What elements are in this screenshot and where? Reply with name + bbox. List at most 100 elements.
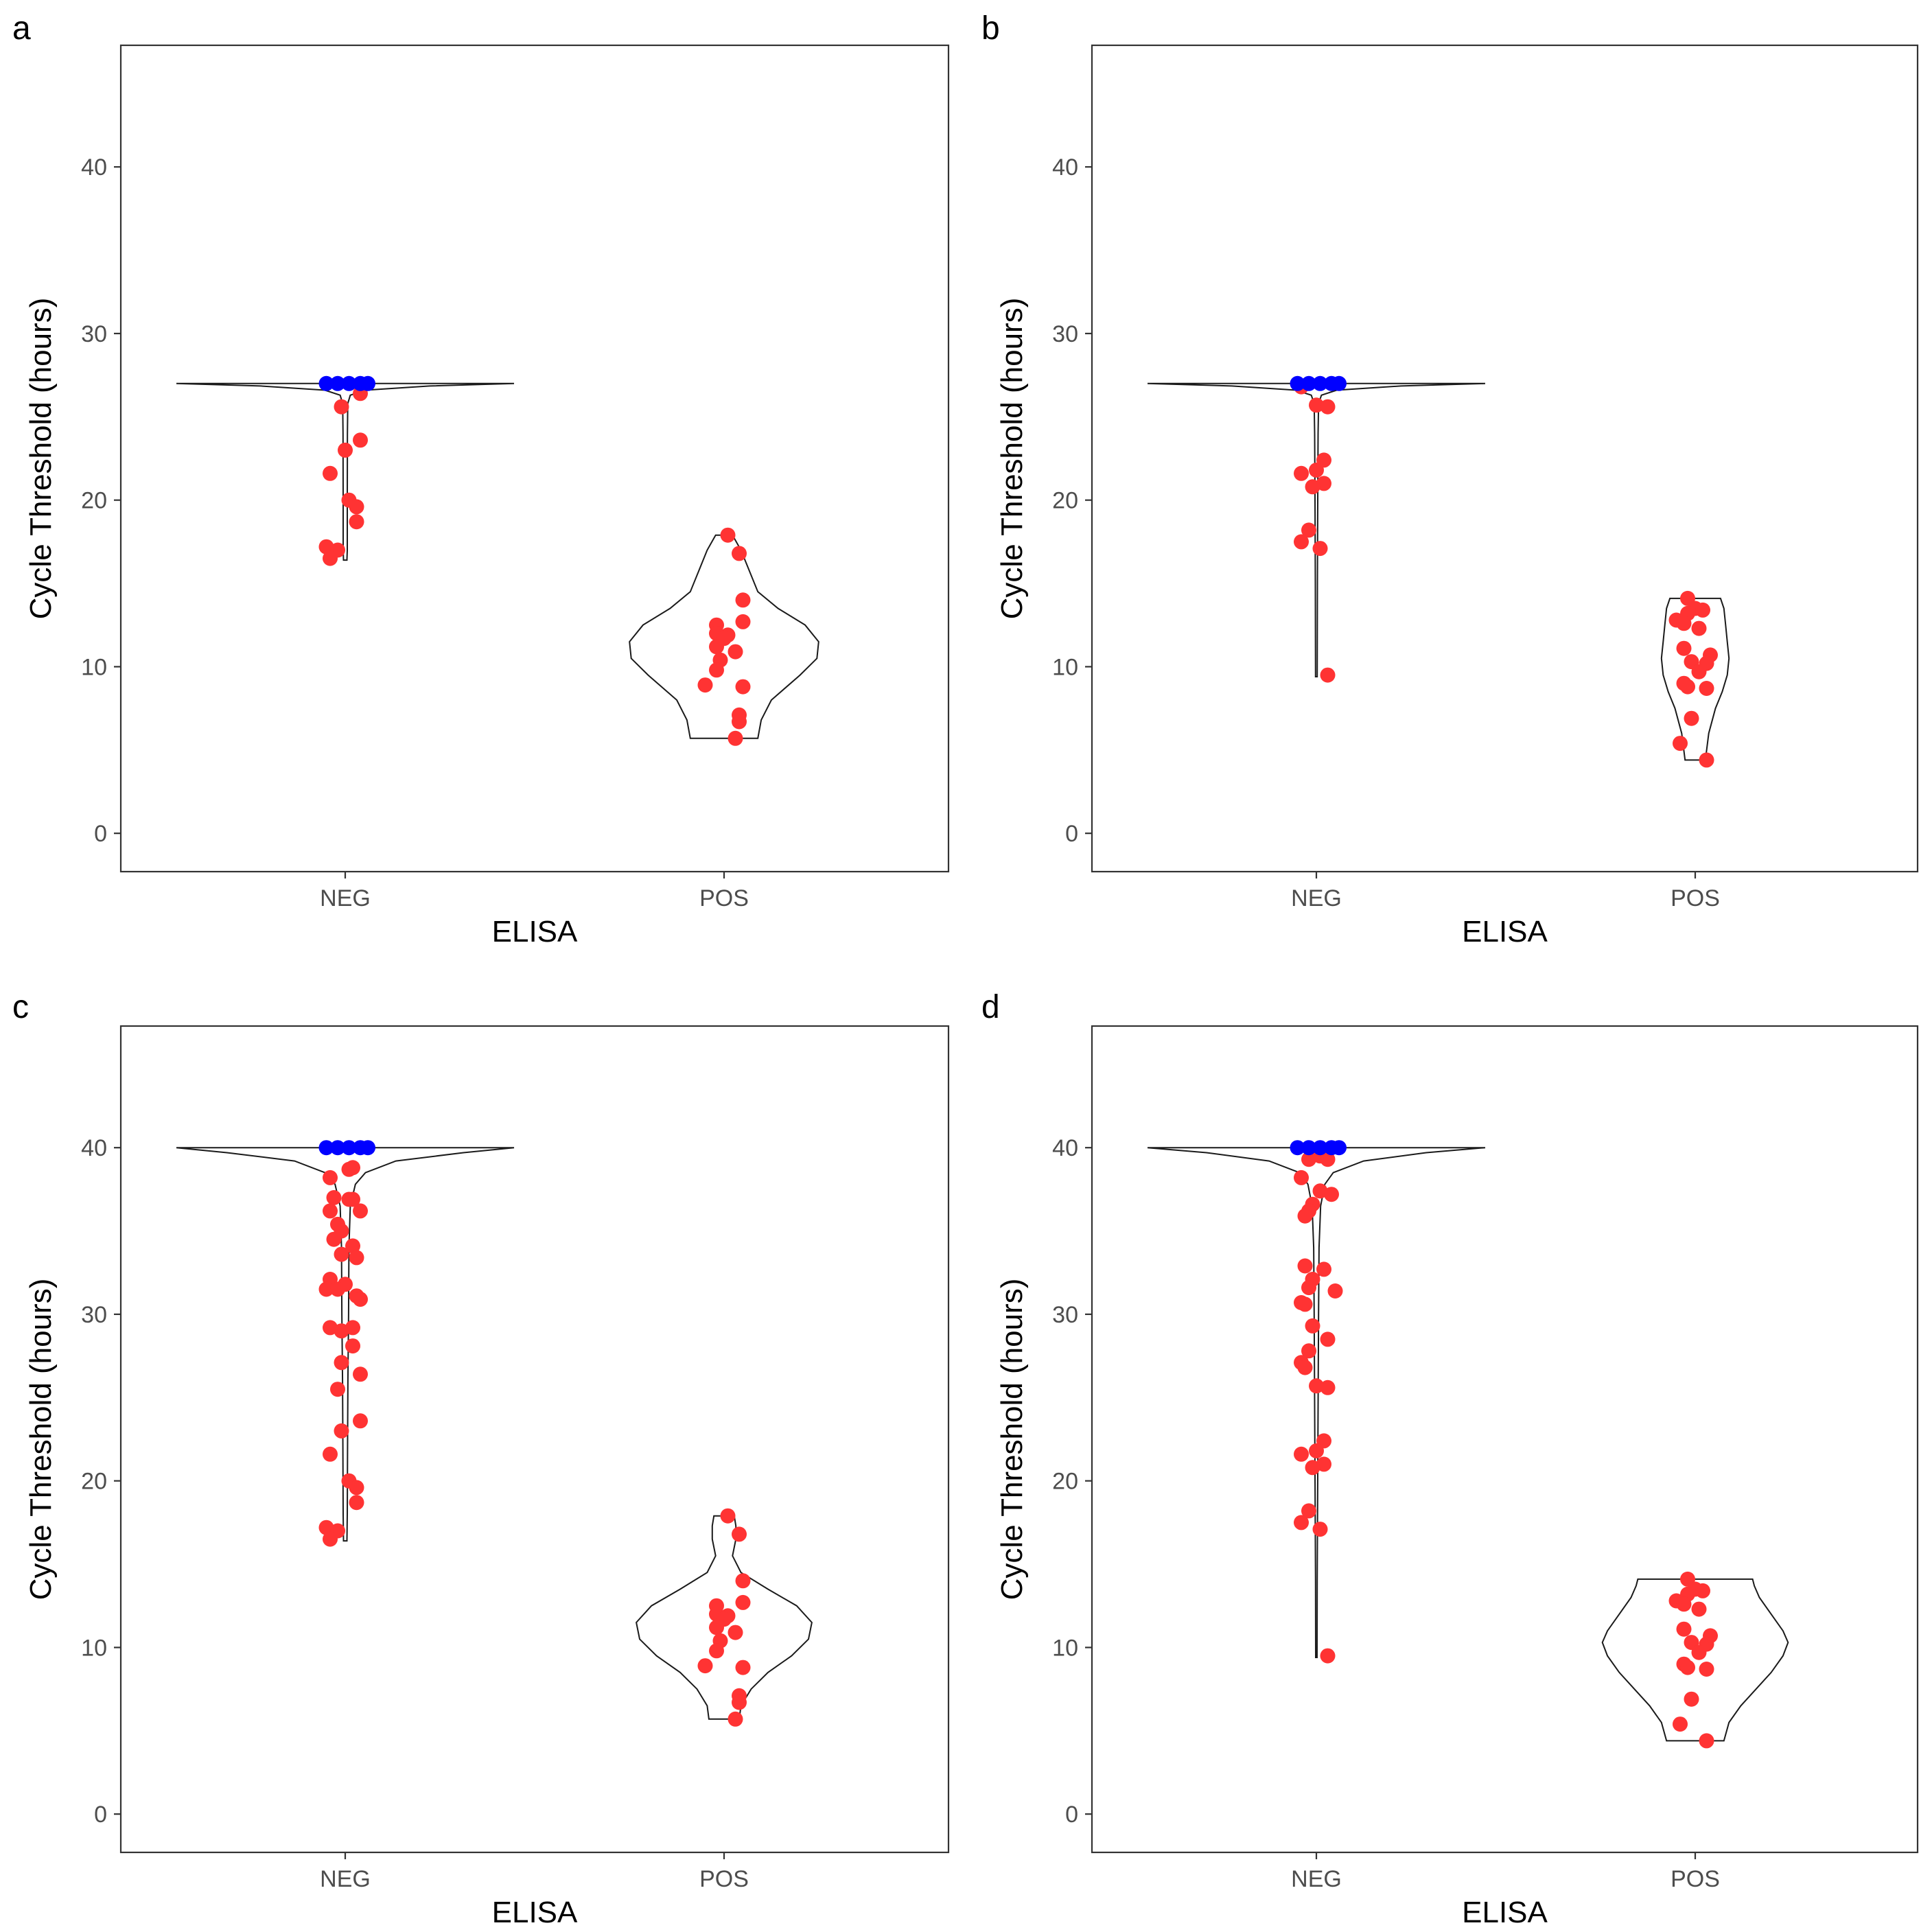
y-axis-title: Cycle Threshold (hours) bbox=[995, 298, 1029, 620]
data-point-neg bbox=[360, 375, 375, 391]
data-point-neg bbox=[341, 1161, 357, 1177]
data-point-neg bbox=[349, 1250, 364, 1266]
plot-frame bbox=[119, 44, 950, 873]
data-point-neg bbox=[353, 432, 368, 448]
y-tick-label: 10 bbox=[81, 654, 107, 680]
y-tick-label: 20 bbox=[1052, 1469, 1078, 1495]
violin-pos bbox=[629, 534, 819, 739]
data-point-neg bbox=[1312, 375, 1328, 391]
data-point-neg bbox=[1309, 1378, 1324, 1394]
data-point-neg bbox=[323, 1446, 338, 1462]
x-tick-label-pos: POS bbox=[1671, 1866, 1720, 1892]
x-tick-label-neg: NEG bbox=[1291, 1866, 1342, 1892]
x-tick-label-neg: NEG bbox=[1291, 885, 1342, 911]
data-point-neg bbox=[330, 1281, 345, 1297]
data-point-neg bbox=[318, 375, 334, 391]
data-point-neg bbox=[323, 1169, 338, 1185]
violin-pos bbox=[1660, 597, 1730, 761]
data-point-neg bbox=[1305, 479, 1320, 495]
panel-label-b: b bbox=[981, 10, 1000, 47]
panel-c: 0 10 20 30 40 NEG POS ELISA Cycle Threshold (hou… bbox=[24, 1025, 950, 1929]
data-point-neg bbox=[1327, 1283, 1343, 1299]
data-point-pos bbox=[735, 679, 751, 695]
y-tick-label: 0 bbox=[1065, 1802, 1078, 1828]
data-point-neg bbox=[323, 1320, 338, 1336]
data-point-neg bbox=[326, 1231, 342, 1247]
data-point-pos bbox=[1673, 736, 1688, 752]
data-point-neg bbox=[1290, 375, 1305, 391]
x-tick-label-neg: NEG bbox=[320, 1866, 371, 1892]
data-point-neg bbox=[1301, 1280, 1316, 1296]
data-point-pos bbox=[1676, 640, 1692, 656]
data-point-pos bbox=[1691, 664, 1707, 679]
data-point-neg bbox=[341, 375, 357, 391]
y-tick-label: 20 bbox=[1052, 488, 1078, 514]
data-point-pos bbox=[709, 662, 724, 678]
panel-b: 0 10 20 30 40 NEG POS ELISA Cycle Threshold (hou… bbox=[995, 44, 1919, 948]
data-point-neg bbox=[1324, 1187, 1339, 1202]
data-point-neg bbox=[1309, 1443, 1324, 1458]
data-point-neg bbox=[341, 1140, 357, 1156]
data-point-neg bbox=[1301, 375, 1316, 391]
data-point-pos bbox=[735, 1660, 751, 1675]
data-point-neg bbox=[1294, 534, 1309, 550]
data-point-pos bbox=[1673, 1716, 1688, 1732]
data-point-pos bbox=[1695, 1583, 1710, 1598]
x-axis-title: ELISA bbox=[1462, 915, 1548, 948]
y-tick-label: 30 bbox=[81, 1302, 107, 1328]
data-point-neg bbox=[1316, 1261, 1331, 1277]
data-point-pos bbox=[1691, 1601, 1707, 1617]
data-point-neg bbox=[334, 1323, 349, 1339]
data-point-pos bbox=[735, 1594, 751, 1610]
data-point-neg bbox=[1309, 397, 1324, 413]
panel-a: 0 10 20 30 40 NEG POS ELISA Cycle Threshold (hou… bbox=[24, 44, 950, 948]
x-axis-title: ELISA bbox=[492, 915, 578, 948]
data-point-pos bbox=[728, 1711, 743, 1727]
data-point-pos bbox=[697, 677, 713, 693]
x-tick-label-neg: NEG bbox=[320, 885, 371, 911]
y-axis-title: Cycle Threshold (hours) bbox=[24, 298, 58, 620]
y-tick-label: 40 bbox=[81, 1135, 107, 1161]
data-point-neg bbox=[1290, 1140, 1305, 1156]
y-tick-label: 0 bbox=[94, 821, 107, 847]
y-tick-label: 10 bbox=[81, 1635, 107, 1661]
panel-label-d: d bbox=[981, 989, 1000, 1025]
data-point-neg bbox=[349, 1495, 364, 1511]
panel-label-c: c bbox=[12, 989, 29, 1025]
data-point-neg bbox=[353, 1413, 368, 1429]
data-point-neg bbox=[353, 1292, 368, 1307]
x-tick-label-pos: POS bbox=[1671, 885, 1720, 911]
data-point-pos bbox=[735, 592, 751, 608]
data-point-neg bbox=[1320, 1380, 1336, 1395]
data-point-neg bbox=[323, 1531, 338, 1547]
data-point-neg bbox=[318, 1140, 334, 1156]
data-point-pos bbox=[732, 1526, 747, 1542]
data-point-neg bbox=[1301, 522, 1316, 538]
data-point-neg bbox=[1312, 1522, 1328, 1537]
data-point-neg bbox=[338, 442, 353, 458]
data-point-neg bbox=[349, 499, 364, 515]
data-point-pos bbox=[1699, 1662, 1714, 1677]
data-point-neg bbox=[349, 1480, 364, 1495]
data-point-neg bbox=[318, 1281, 334, 1297]
data-point-neg bbox=[1297, 1258, 1313, 1274]
y-tick-label: 30 bbox=[1052, 321, 1078, 347]
data-point-neg bbox=[318, 1520, 334, 1535]
plot-frame bbox=[1091, 44, 1919, 873]
data-point-neg bbox=[1301, 1152, 1316, 1167]
y-tick-label: 20 bbox=[81, 1469, 107, 1495]
y-tick-label: 30 bbox=[1052, 1302, 1078, 1328]
panel-d: 0 10 20 30 40 NEG POS ELISA Cycle Threshold (hou… bbox=[995, 1025, 1919, 1929]
data-point-pos bbox=[1699, 681, 1714, 696]
data-point-neg bbox=[353, 1366, 368, 1382]
data-point-pos bbox=[732, 546, 747, 561]
data-point-neg bbox=[353, 1203, 368, 1219]
data-point-neg bbox=[1294, 1446, 1309, 1462]
data-point-pos bbox=[1676, 1621, 1692, 1637]
data-point-neg bbox=[323, 1203, 338, 1219]
plot-frame bbox=[119, 1025, 950, 1854]
data-point-pos bbox=[732, 1695, 747, 1710]
y-tick-label: 40 bbox=[81, 154, 107, 181]
